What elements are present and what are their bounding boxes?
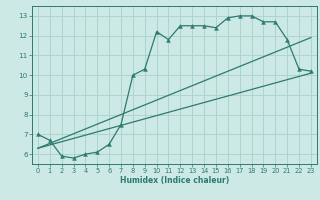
X-axis label: Humidex (Indice chaleur): Humidex (Indice chaleur) — [120, 176, 229, 185]
